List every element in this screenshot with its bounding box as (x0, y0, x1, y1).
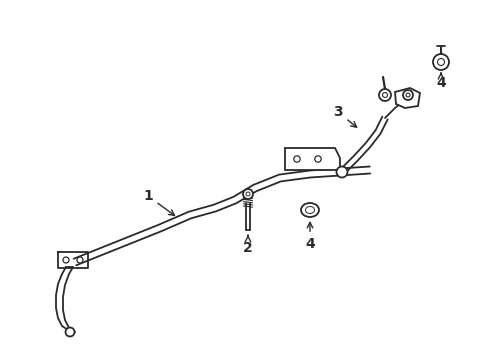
Circle shape (437, 58, 444, 66)
Circle shape (336, 166, 347, 177)
Polygon shape (394, 88, 419, 108)
Circle shape (405, 93, 409, 97)
Polygon shape (285, 148, 339, 170)
Ellipse shape (301, 203, 318, 217)
Circle shape (65, 328, 74, 337)
Text: 3: 3 (332, 105, 356, 127)
Circle shape (378, 89, 390, 101)
Text: 2: 2 (243, 235, 252, 255)
Circle shape (402, 90, 412, 100)
Circle shape (293, 156, 300, 162)
Circle shape (245, 192, 249, 196)
Circle shape (77, 257, 83, 263)
Circle shape (314, 156, 321, 162)
Text: 1: 1 (143, 189, 174, 215)
Circle shape (382, 93, 386, 98)
Circle shape (243, 189, 252, 199)
Circle shape (432, 54, 448, 70)
Ellipse shape (305, 207, 314, 213)
Text: 4: 4 (305, 222, 314, 251)
Circle shape (63, 257, 69, 263)
Text: 4: 4 (435, 73, 445, 90)
